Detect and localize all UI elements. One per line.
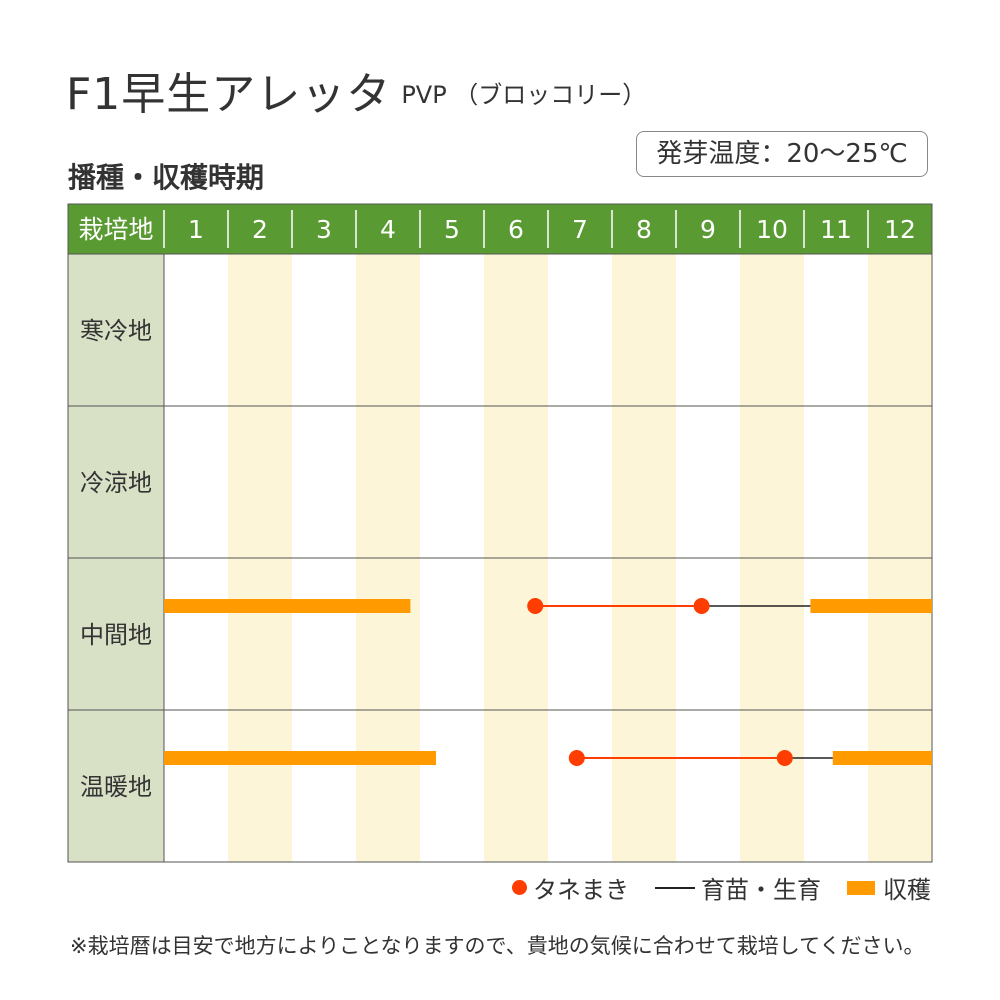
legend-nursery: 育苗・生育 bbox=[655, 870, 821, 905]
harvest-bar bbox=[832, 751, 932, 765]
title-sub: PVP （ブロッコリー） bbox=[401, 81, 647, 109]
legend-harvest-label: 収穫 bbox=[883, 876, 931, 904]
month-tick-label: 2 bbox=[252, 215, 268, 244]
chart-title: F1早生アレッタ PVP （ブロッコリー） bbox=[66, 58, 646, 122]
harvest-bar bbox=[164, 751, 436, 765]
month-tick-label: 11 bbox=[820, 215, 852, 244]
row-label: 中間地 bbox=[80, 621, 152, 649]
header-label: 栽培地 bbox=[78, 215, 153, 244]
section-title: 播種・収穫時期 bbox=[68, 161, 265, 194]
month-tick-label: 6 bbox=[508, 215, 524, 244]
sowing-dot-icon bbox=[512, 880, 527, 895]
row-label: 温暖地 bbox=[80, 773, 152, 801]
title-main: F1早生アレッタ bbox=[66, 69, 392, 120]
harvest-bar-icon bbox=[847, 880, 875, 895]
row-label: 冷涼地 bbox=[80, 469, 152, 497]
sowing-point bbox=[693, 598, 710, 614]
header-band bbox=[68, 204, 932, 254]
legend-nursery-label: 育苗・生育 bbox=[701, 876, 821, 904]
nursery-line-icon bbox=[655, 886, 695, 889]
month-tick-label: 4 bbox=[380, 215, 396, 244]
month-tick-label: 1 bbox=[188, 215, 204, 244]
harvest-bar bbox=[164, 599, 411, 613]
legend-harvest: 収穫 bbox=[847, 870, 931, 905]
harvest-bar bbox=[810, 599, 932, 613]
row-label: 寒冷地 bbox=[80, 317, 152, 345]
sowing-point bbox=[568, 750, 585, 766]
table-border bbox=[67, 203, 933, 863]
month-tick-label: 9 bbox=[700, 215, 716, 244]
sowing-point bbox=[527, 598, 544, 614]
germination-temp-box: 発芽温度：20～25℃ bbox=[636, 131, 928, 177]
month-tick-label: 7 bbox=[572, 215, 588, 244]
legend-sowing: タネまき bbox=[512, 870, 629, 905]
month-tick-label: 12 bbox=[884, 215, 916, 244]
legend: タネまき 育苗・生育 収穫 bbox=[512, 870, 931, 905]
month-tick-label: 3 bbox=[316, 215, 332, 244]
month-tick-label: 8 bbox=[636, 215, 652, 244]
footnote: ※栽培暦は目安で地方によりことなりますので、貴地の気候に合わせて栽培してください… bbox=[70, 934, 925, 958]
legend-sowing-label: タネまき bbox=[533, 876, 629, 904]
sowing-point bbox=[776, 750, 793, 766]
month-tick-label: 5 bbox=[444, 215, 460, 244]
month-tick-label: 10 bbox=[756, 215, 788, 244]
